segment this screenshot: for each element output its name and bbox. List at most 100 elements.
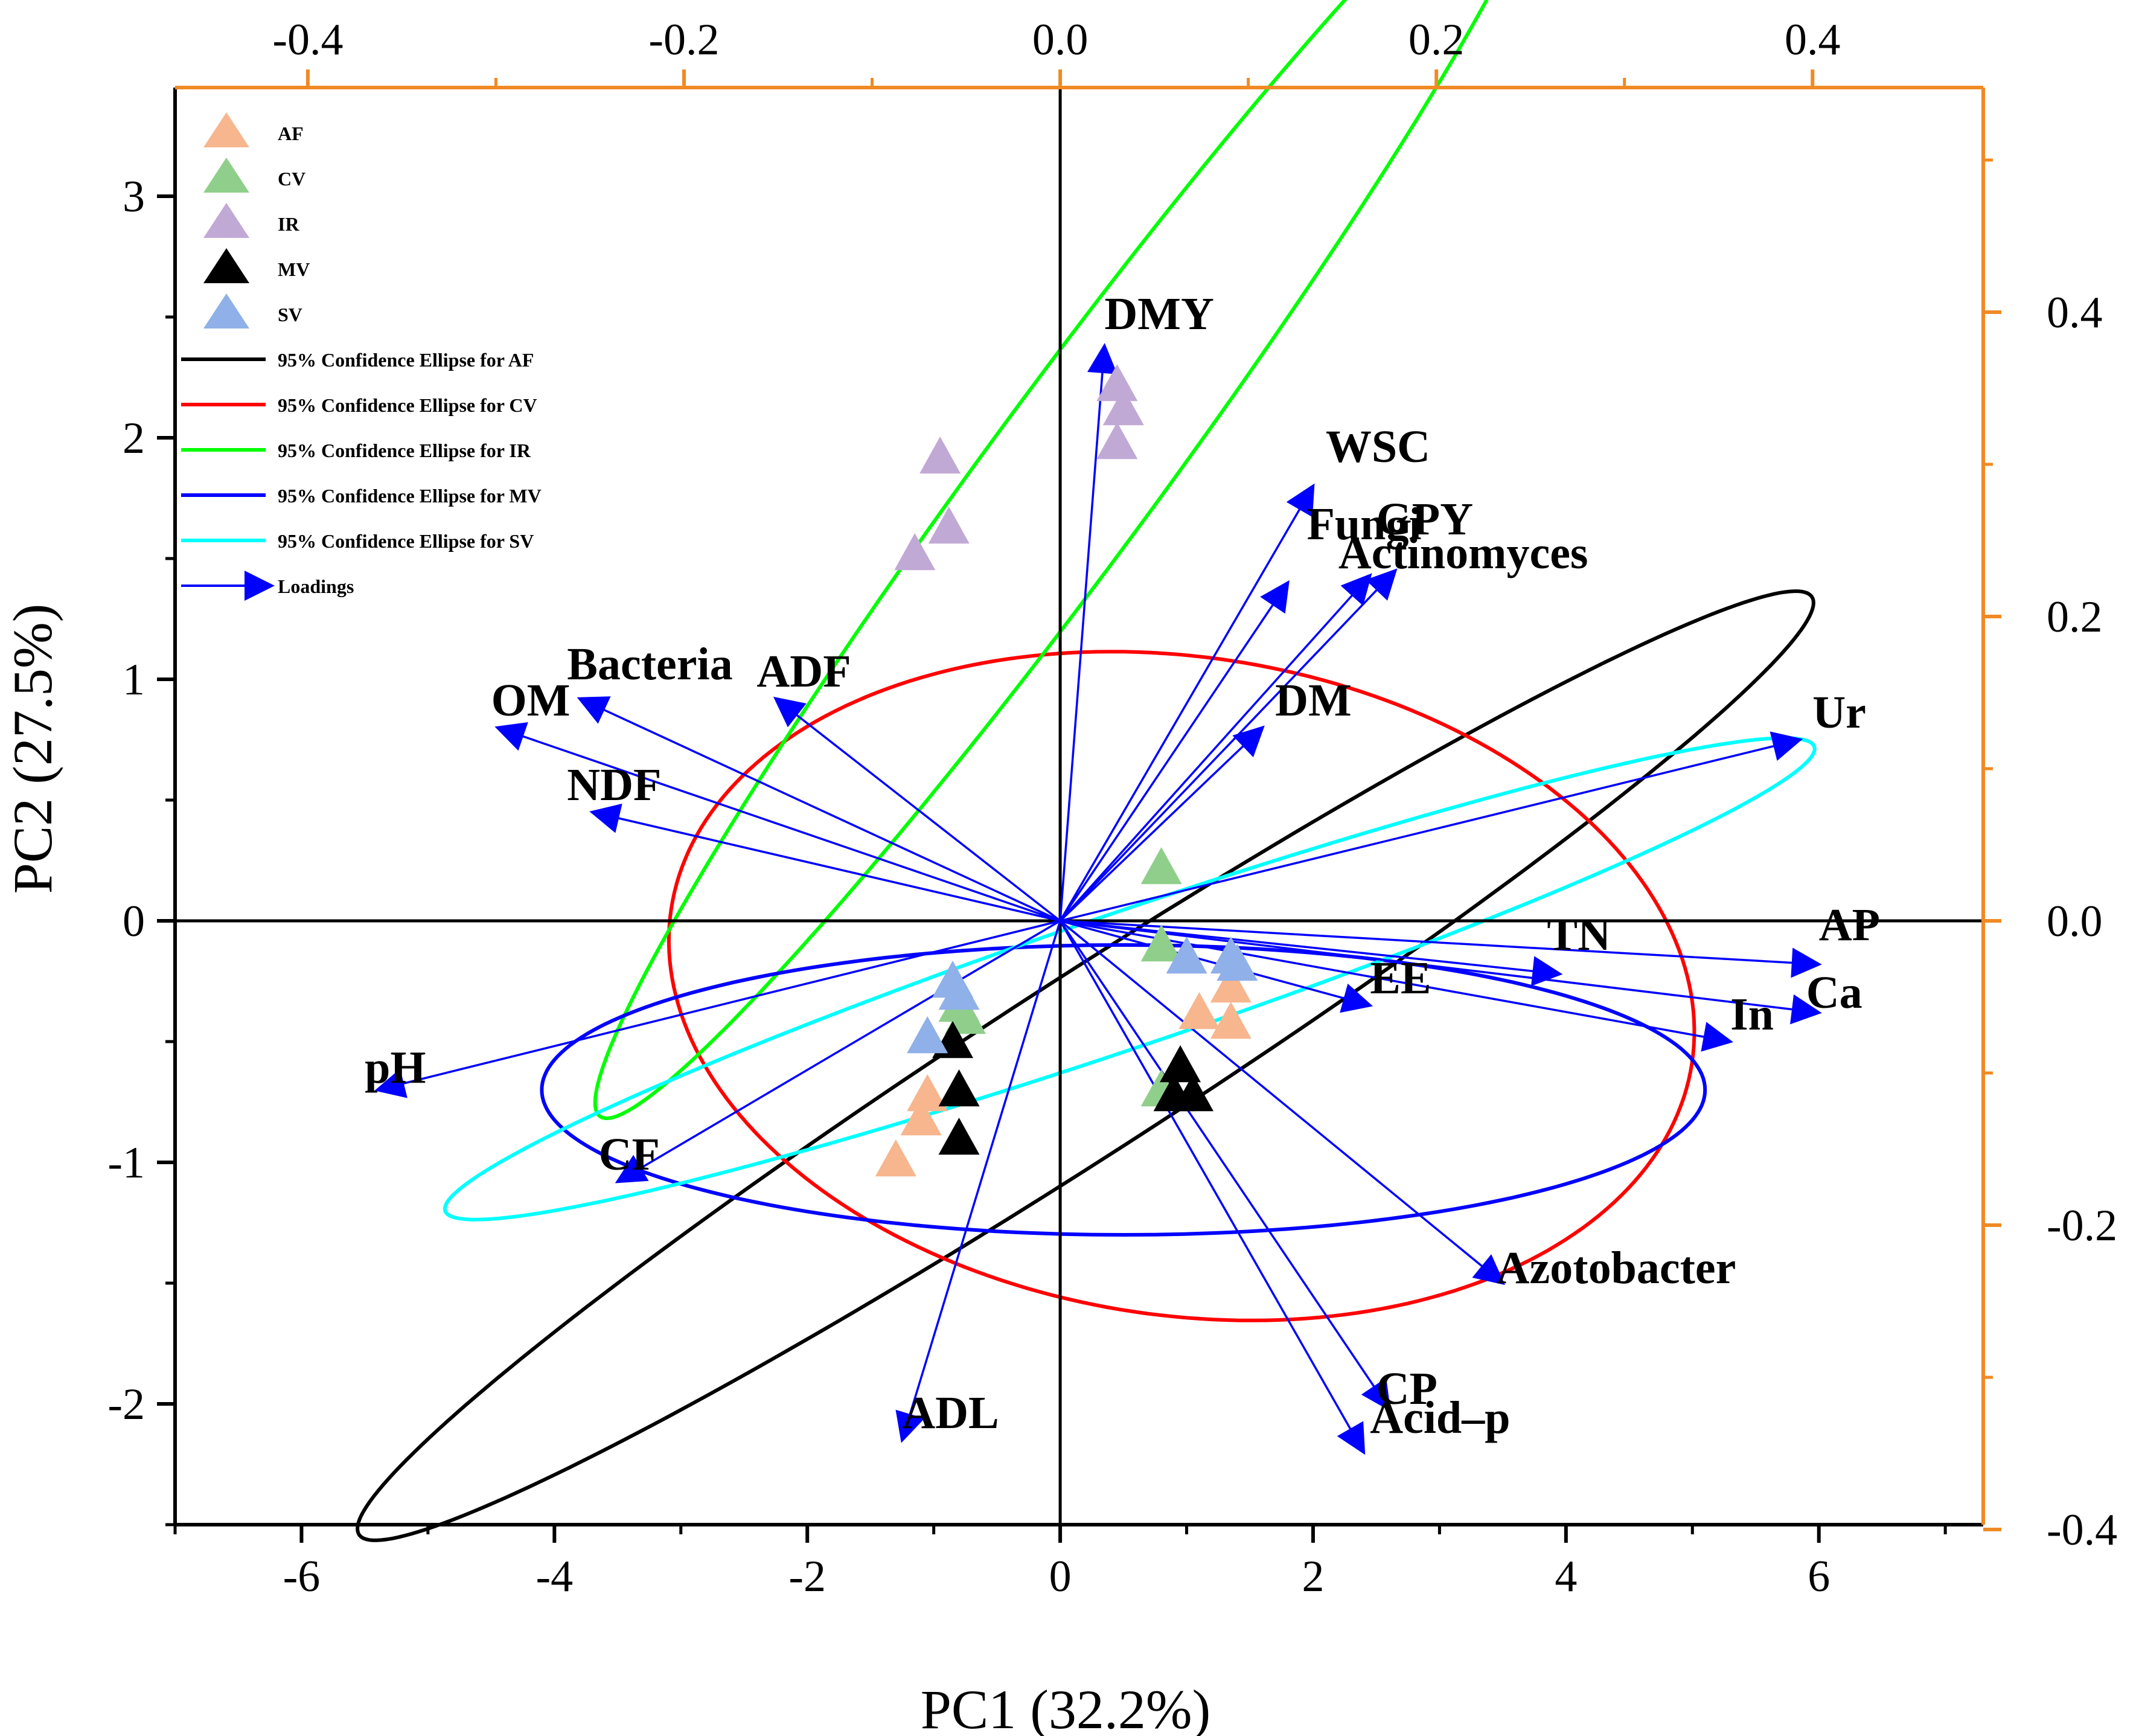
loading-arrow-fungi: [1059, 580, 1290, 921]
loading-arrow-dm: [1059, 725, 1265, 922]
loading-label-actinomyces: Actinomyces: [1338, 528, 1588, 578]
loading-label-in: In: [1730, 989, 1774, 1040]
loading-arrow-acid-p: [1059, 920, 1366, 1455]
point-ir-3: [919, 437, 961, 474]
score-points: [875, 364, 1258, 1177]
loading-arrow-wsc: [1059, 483, 1315, 921]
zero-lines: [175, 88, 1983, 1525]
loading-arrow-dmy: [1059, 343, 1117, 921]
point-af-5: [875, 1139, 916, 1177]
loading-arrow-ee: [1060, 920, 1373, 1013]
point-cv-0: [1140, 847, 1182, 885]
loading-label-adf: ADF: [756, 646, 851, 697]
legend: AF CV IR MV SV 95% Confidence Ellipse for AF 9…: [181, 112, 542, 601]
point-sv-0: [1166, 937, 1207, 974]
point-sv-2: [1217, 944, 1258, 981]
loading-arrow-cf: [615, 920, 1061, 1183]
legend-marker-mv: [203, 248, 249, 283]
y-tick-label: -2: [107, 1380, 145, 1429]
x-tick-label: 0: [1049, 1552, 1072, 1601]
ellipse-cv: [667, 650, 1696, 1322]
loading-arrow-gpy: [1059, 573, 1372, 922]
legend-label-95-confidence-ellipse-for-ir: 95% Confidence Ellipse for IR: [278, 440, 531, 461]
top-tick-label: -0.2: [648, 15, 719, 65]
legend-label-cv: CV: [278, 168, 305, 190]
y-tick-label: 3: [123, 172, 145, 222]
loading-arrow-cp: [1059, 920, 1391, 1412]
legend-marker-cv: [203, 158, 249, 193]
point-ir-1: [1102, 388, 1144, 426]
point-af-3: [907, 1074, 948, 1112]
x-tick-label: -6: [283, 1552, 321, 1601]
top-tick-label: 0.4: [1785, 15, 1841, 65]
legend-label-95-confidence-ellipse-for-af: 95% Confidence Ellipse for AF: [278, 349, 534, 371]
legend-label-af: AF: [278, 123, 304, 144]
ellipse-mv: [540, 943, 1707, 1237]
loading-label-ee: EE: [1370, 953, 1431, 1004]
legend-marker-sv: [203, 293, 249, 328]
ellipse-sv: [443, 736, 1817, 1222]
loading-arrow-ca: [1060, 920, 1822, 1025]
loading-arrow-om: [494, 722, 1061, 922]
loading-arrow-ndf: [589, 803, 1061, 922]
top-tick-label: 0.2: [1408, 15, 1465, 65]
legend-marker-ir: [203, 203, 249, 238]
point-mv-3: [1160, 1045, 1201, 1083]
point-cv-3: [945, 997, 986, 1034]
loading-label-gpy: GPY: [1376, 494, 1473, 545]
point-ir-0: [1096, 364, 1138, 402]
loading-arrow-bacteria: [577, 696, 1061, 922]
loading-arrow-adl: [895, 920, 1061, 1443]
loading-label-dmy: DMY: [1104, 289, 1214, 339]
point-mv-2: [938, 1118, 980, 1155]
loading-label-adl: ADL: [902, 1388, 999, 1438]
loading-label-bacteria: Bacteria: [567, 639, 732, 690]
loading-label-om: OM: [491, 675, 571, 726]
x-tick-label: 2: [1302, 1552, 1324, 1601]
loading-label-ur: Ur: [1812, 687, 1866, 738]
right-tick-label: -0.4: [2047, 1505, 2117, 1555]
right-tick-label: 0.2: [2047, 592, 2103, 642]
loading-arrow-tn: [1060, 920, 1563, 987]
right-tick-label: 0.0: [2047, 897, 2103, 946]
loading-label-azotobacter: Azotobacter: [1497, 1243, 1736, 1293]
point-ir-5: [894, 533, 936, 571]
top-tick-label: 0.0: [1032, 15, 1089, 65]
loading-arrow-in: [1060, 920, 1734, 1052]
x-tick-label: 4: [1555, 1552, 1577, 1601]
plot-frame: [173, 86, 1985, 1526]
loading-arrow-ur: [1060, 731, 1803, 922]
x-axis-title: PC1 (32.2%): [921, 1679, 1210, 1736]
y-tick-label: 0: [123, 897, 145, 946]
y-tick-label: 2: [123, 414, 145, 463]
x-tick-label: 6: [1808, 1552, 1830, 1601]
point-sv-5: [907, 1016, 948, 1054]
legend-label-loadings: Loadings: [278, 575, 354, 597]
legend-marker-af: [203, 112, 249, 147]
point-af-2: [1210, 1002, 1252, 1039]
point-cv-1: [1140, 924, 1182, 962]
loading-label-ca: Ca: [1806, 967, 1862, 1018]
top-tick-label: -0.4: [272, 15, 343, 65]
y-tick-label: -1: [107, 1138, 145, 1188]
loading-arrow-actinomyces: [1059, 568, 1398, 922]
loading-arrow-ph: [374, 920, 1061, 1098]
loading-label-cf: CF: [599, 1129, 660, 1180]
point-ir-4: [928, 507, 970, 544]
loading-label-cp: CP: [1376, 1363, 1437, 1414]
legend-label-95-confidence-ellipse-for-cv: 95% Confidence Ellipse for CV: [278, 394, 537, 416]
point-sv-4: [938, 973, 980, 1010]
loading-vectors: [374, 343, 1822, 1455]
point-af-1: [1210, 966, 1252, 1003]
loading-arrow-adf: [773, 696, 1061, 922]
loading-label-dm: DM: [1275, 675, 1352, 726]
loading-arrow-azotobacter: [1059, 920, 1505, 1286]
ellipse-af: [356, 589, 1815, 1542]
loading-label-acid-p: Acid–p: [1370, 1392, 1510, 1443]
loading-label-fungi: Fungi: [1306, 499, 1421, 549]
point-af-4: [900, 1098, 942, 1136]
point-mv-5: [1172, 1074, 1213, 1112]
loading-label-ap: AP: [1819, 900, 1880, 950]
legend-label-95-confidence-ellipse-for-sv: 95% Confidence Ellipse for SV: [278, 530, 534, 552]
